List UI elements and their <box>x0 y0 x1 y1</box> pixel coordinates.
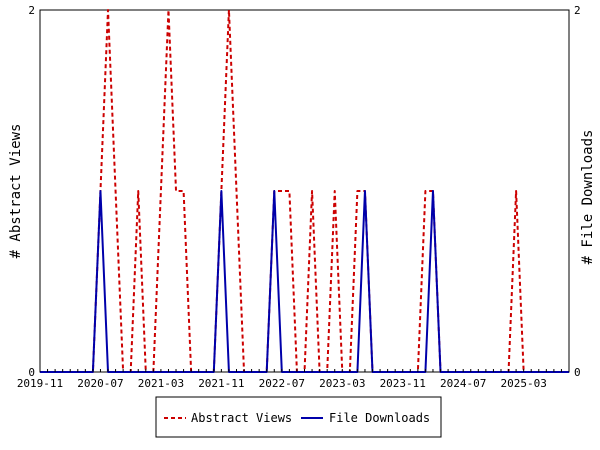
x-tick-label: 2022-07 <box>259 377 305 390</box>
y-left-tick-top: 2 <box>28 4 35 17</box>
y-axis-left-title: # Abstract Views <box>8 124 24 259</box>
legend-label-abstract-views: Abstract Views <box>191 411 292 425</box>
legend-label-file-downloads: File Downloads <box>329 411 430 425</box>
y-axis-right-title: # File Downloads <box>580 130 596 265</box>
x-tick-label: 2025-03 <box>500 377 546 390</box>
x-tick-label: 2020-07 <box>77 377 123 390</box>
x-axis-ticks: 2019-11 2020-07 2021-03 2021-11 2022-07 2023-… <box>17 369 570 390</box>
y-left-tick-bottom: 0 <box>28 366 35 379</box>
x-tick-label: 2021-03 <box>138 377 184 390</box>
x-tick-label: 2023-03 <box>319 377 365 390</box>
x-tick-label: 2023-11 <box>380 377 426 390</box>
x-tick-label: 2021-11 <box>198 377 244 390</box>
plot-area <box>39 9 570 373</box>
x-tick-label: 2024-07 <box>440 377 486 390</box>
legend: Abstract Views File Downloads <box>155 396 442 438</box>
series-layer <box>40 9 569 373</box>
series-line-file-downloads <box>40 190 569 373</box>
y-right-tick-bottom: 0 <box>574 366 581 379</box>
x-tick-label: 2019-11 <box>17 377 63 390</box>
legend-box <box>155 396 442 438</box>
y-right-tick-top: 2 <box>574 4 581 17</box>
